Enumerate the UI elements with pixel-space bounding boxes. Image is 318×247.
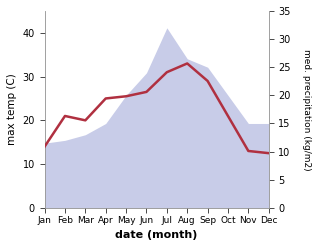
Y-axis label: max temp (C): max temp (C) — [7, 74, 17, 145]
Y-axis label: med. precipitation (kg/m2): med. precipitation (kg/m2) — [302, 49, 311, 170]
X-axis label: date (month): date (month) — [115, 230, 198, 240]
